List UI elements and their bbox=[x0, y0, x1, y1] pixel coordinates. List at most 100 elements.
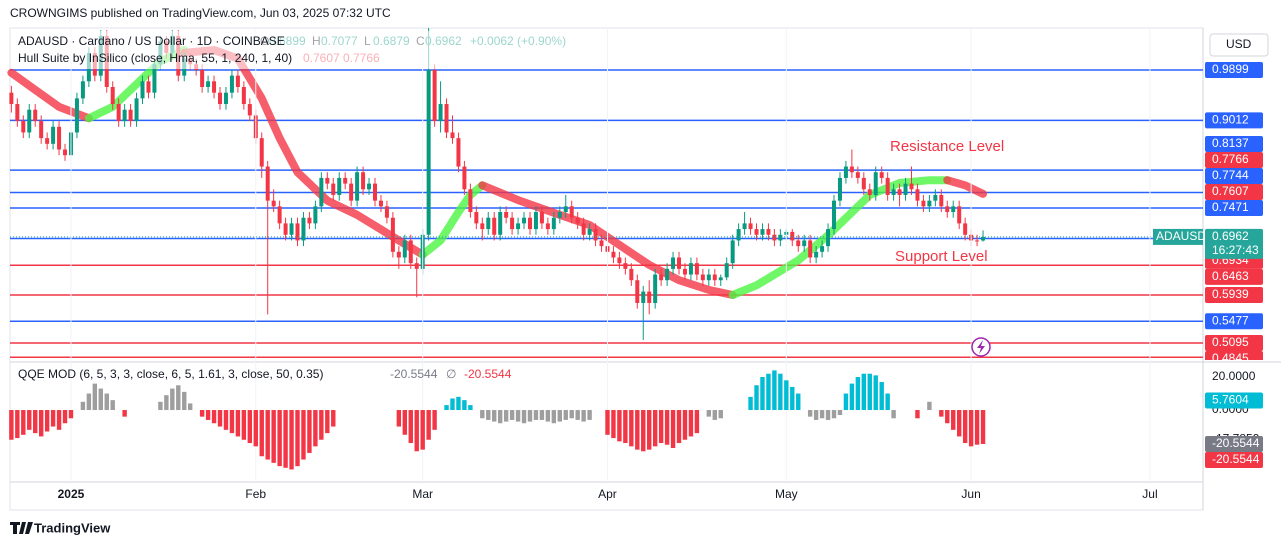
qqe-bar bbox=[456, 396, 461, 411]
qqe-bar bbox=[879, 381, 884, 411]
axis-badge bbox=[1205, 135, 1263, 152]
candle-body bbox=[432, 69, 437, 122]
qqe-bar bbox=[837, 410, 843, 415]
candle-body bbox=[468, 189, 473, 213]
candle-body bbox=[832, 200, 837, 230]
axis-badge bbox=[1205, 313, 1263, 330]
axis-badge bbox=[1205, 335, 1263, 352]
candle-body bbox=[367, 183, 372, 190]
candle-body bbox=[283, 223, 288, 235]
candle-body bbox=[802, 240, 807, 247]
candle-body bbox=[33, 109, 38, 122]
axis-badge-label: 0.7766 bbox=[1212, 152, 1249, 166]
qqe-bar bbox=[468, 405, 473, 411]
candle-body bbox=[754, 229, 759, 235]
qqe-bar bbox=[50, 410, 56, 427]
candle-body bbox=[641, 291, 646, 303]
x-tick-label: May bbox=[775, 487, 798, 501]
candle-body bbox=[337, 177, 342, 195]
candle-body bbox=[957, 206, 962, 224]
candle-body bbox=[474, 212, 479, 224]
candle-body bbox=[9, 92, 14, 105]
candle-body bbox=[39, 121, 44, 139]
axis-badge-label: 0.6463 bbox=[1212, 269, 1249, 283]
candle-body bbox=[790, 231, 795, 241]
candle-body bbox=[748, 223, 753, 230]
layers: 0.98990.90120.81370.77440.74710.69340.64… bbox=[7, 28, 1263, 501]
currency-box[interactable] bbox=[1209, 33, 1269, 57]
candle-body bbox=[724, 263, 729, 278]
qqe-bar bbox=[182, 391, 187, 411]
qqe-bar bbox=[110, 400, 115, 411]
axis-badge bbox=[1205, 167, 1263, 184]
candle-body bbox=[712, 274, 717, 281]
qqe-bar bbox=[199, 410, 205, 417]
qqe-bar bbox=[98, 388, 103, 411]
candle-body bbox=[426, 69, 431, 235]
axis-badge-label: 0.5939 bbox=[1212, 287, 1249, 301]
candle-body bbox=[110, 86, 115, 105]
qqe-bar bbox=[486, 410, 491, 420]
candle-body bbox=[51, 126, 56, 144]
candle-body bbox=[349, 183, 354, 201]
legend-title: ADAUSD · Cardano / US Dollar · 1D · COIN… bbox=[18, 34, 285, 48]
candle-body bbox=[855, 172, 860, 178]
qqe-bar bbox=[450, 398, 455, 411]
candle-body bbox=[456, 138, 461, 167]
qqe-bar bbox=[754, 385, 759, 411]
candle-body bbox=[128, 109, 133, 122]
candle-body bbox=[218, 92, 223, 105]
candle-body bbox=[355, 172, 360, 201]
candle-body bbox=[736, 229, 741, 241]
candle-body bbox=[867, 189, 872, 195]
candle-body bbox=[522, 217, 527, 224]
x-tick-label: Mar bbox=[412, 487, 433, 501]
annotation: Resistance Level bbox=[890, 138, 1004, 155]
qqe-bar bbox=[664, 410, 670, 445]
candle-body bbox=[820, 246, 825, 252]
price-badge bbox=[1205, 228, 1263, 259]
qqe-bar bbox=[790, 386, 795, 411]
qqe-bar bbox=[831, 410, 837, 419]
qqe-bar bbox=[56, 410, 62, 430]
qqe-bar bbox=[21, 410, 26, 435]
candle-body bbox=[325, 177, 330, 184]
qqe-bar bbox=[945, 410, 950, 424]
candle-body bbox=[772, 234, 777, 241]
qqe-bar bbox=[396, 410, 402, 427]
candle-body bbox=[623, 263, 628, 269]
candle-body bbox=[438, 104, 443, 122]
axis-badge bbox=[1205, 351, 1263, 360]
candle-body bbox=[837, 177, 842, 201]
candle-body bbox=[671, 257, 676, 269]
qqe-bar bbox=[44, 410, 50, 432]
qqe-bar bbox=[712, 410, 717, 420]
qqe-bar bbox=[885, 393, 890, 411]
qqe-bar bbox=[629, 410, 634, 447]
qqe-bar bbox=[420, 410, 425, 450]
candle-body bbox=[247, 104, 252, 116]
candle-body bbox=[57, 126, 62, 150]
qqe-bar bbox=[545, 410, 551, 422]
qqe-bar bbox=[497, 410, 503, 424]
qqe-bar bbox=[283, 410, 288, 468]
candle-body bbox=[814, 251, 819, 258]
qqe-bar bbox=[641, 410, 646, 452]
candle-body bbox=[951, 206, 956, 213]
qqe-bar bbox=[408, 410, 413, 444]
candle-body bbox=[390, 217, 395, 252]
candle-body bbox=[849, 166, 854, 173]
x-tick-label: Jul bbox=[1142, 487, 1157, 501]
qqe-bar bbox=[122, 410, 127, 417]
qqe-bar bbox=[980, 410, 986, 444]
hull-line bbox=[7, 68, 93, 123]
qqe-bar bbox=[271, 410, 276, 463]
qqe-bar bbox=[533, 410, 539, 420]
qqe-bar bbox=[951, 410, 956, 430]
qqe-bar bbox=[462, 400, 467, 411]
candle-body bbox=[140, 81, 145, 99]
candle-body bbox=[229, 75, 234, 93]
qqe-bar bbox=[647, 410, 652, 450]
